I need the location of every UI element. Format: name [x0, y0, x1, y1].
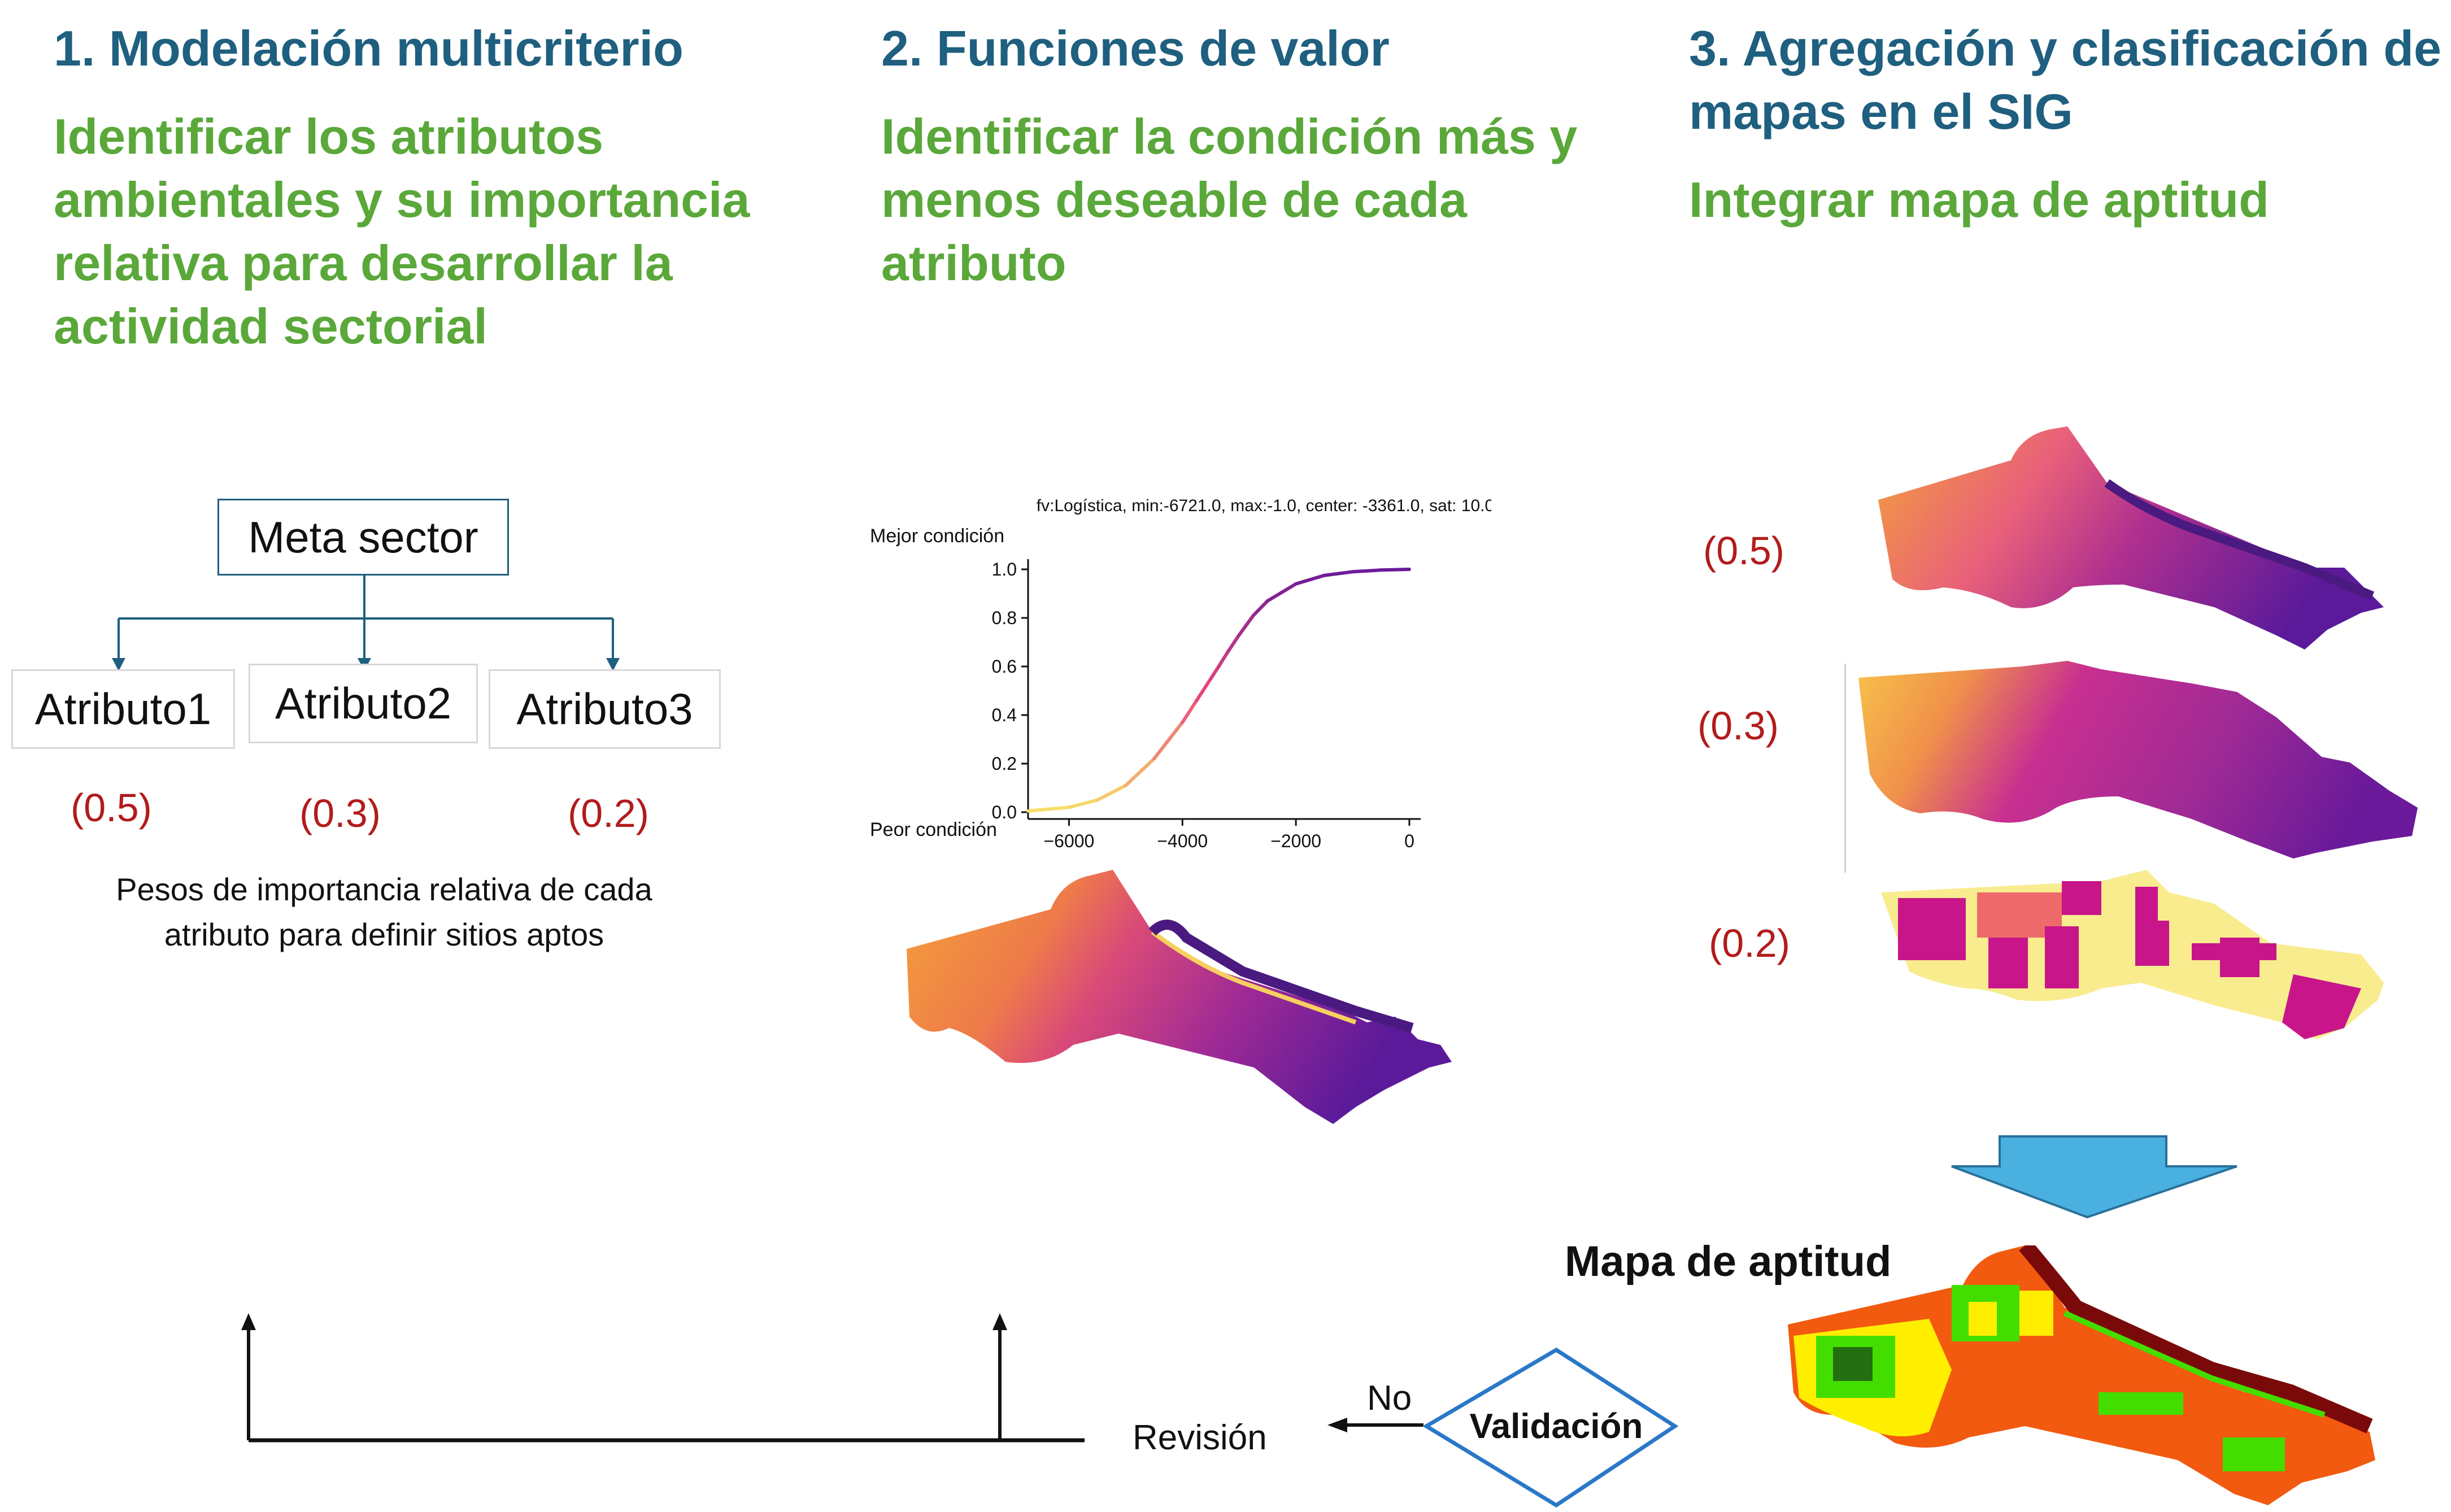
layer-2-weight: (0.3) — [1697, 704, 1779, 748]
meta-sector-box: Meta sector — [217, 499, 509, 576]
section2-subtitle: Identificar la condición más y menos des… — [881, 108, 1578, 291]
layer-3-weight: (0.2) — [1709, 921, 1790, 965]
y-tick-label: 0.6 — [992, 656, 1017, 677]
value-curve-segment — [1322, 570, 1355, 577]
y-tick-label: 0.0 — [992, 802, 1017, 822]
attribute-3-box: Atributo3 — [489, 669, 721, 749]
y-tick-label: 0.8 — [992, 608, 1017, 628]
value-curve-segment — [1237, 613, 1255, 637]
y-tick-label: 1.0 — [992, 559, 1017, 579]
value-curve-segment — [1351, 568, 1383, 574]
aggregation-arrow-icon — [1951, 1135, 2237, 1219]
layer-map-3 — [1881, 870, 2384, 1039]
layer-divider — [1844, 664, 1846, 873]
x-tick-label: −2000 — [1270, 831, 1321, 851]
section3-title: 3. Agregación y clasificación de mapas e… — [1689, 20, 2441, 140]
value-curve-segment — [1294, 573, 1326, 586]
layer-map-1 — [1878, 426, 2384, 650]
value-curve-segment — [1026, 805, 1071, 813]
x-tick-label: 0 — [1404, 831, 1414, 851]
attribute-2-box: Atributo2 — [249, 664, 478, 743]
value-curve-segment — [1265, 582, 1298, 603]
value-curve-segment — [1195, 677, 1213, 703]
value-curve-segment — [1095, 783, 1127, 802]
section2-title: 2. Funciones de valor — [881, 20, 1390, 76]
value-curve-segment — [1152, 720, 1185, 761]
value-map-attribute1 — [907, 870, 1452, 1124]
value-curve-segment — [1379, 568, 1411, 572]
no-label: No — [1367, 1379, 1412, 1418]
value-curve-segment — [1209, 665, 1221, 681]
feedback-loop — [241, 1313, 1679, 1508]
value-curve-segment — [1181, 699, 1199, 724]
attribute-1-box: Atributo1 — [11, 669, 235, 749]
layer-map-2 — [1858, 661, 2418, 859]
section3-subtitle: Integrar mapa de aptitud — [1689, 172, 2269, 228]
section1-title: 1. Modelación multicriterio — [54, 20, 684, 76]
y-tick-label: 0.4 — [992, 705, 1017, 725]
value-function-chart: fv:Logística, min:-6721.0, max:-1.0, cen… — [870, 496, 1491, 851]
y-label-best: Mejor condición — [870, 525, 1004, 547]
x-tick-label: −4000 — [1157, 831, 1208, 851]
revision-label: Revisión — [1133, 1418, 1267, 1457]
section1-subtitle: Identificar los atributos ambientales y … — [54, 108, 750, 354]
validation-label: Validación — [1469, 1407, 1643, 1446]
attribute-2-weight: (0.3) — [299, 791, 381, 835]
value-curve-segment — [1217, 650, 1230, 668]
attribute-1-weight: (0.5) — [71, 786, 152, 830]
x-tick-label: −6000 — [1043, 831, 1094, 851]
value-curve-segment — [1124, 757, 1156, 787]
y-label-worst: Peor condición — [870, 819, 997, 840]
result-map-label: Mapa de aptitud — [1565, 1238, 1892, 1286]
suitability-map — [1788, 1245, 2375, 1505]
value-curve-segment — [1067, 798, 1099, 809]
value-curve-segment — [1251, 599, 1269, 617]
y-tick-label: 0.2 — [992, 753, 1017, 774]
value-curve-segment — [1226, 633, 1241, 654]
chart-title: fv:Logística, min:-6721.0, max:-1.0, cen… — [1037, 496, 1491, 515]
weights-caption: Pesos de importancia relativa de cada at… — [116, 872, 652, 952]
layer-1-weight: (0.5) — [1703, 529, 1784, 573]
attribute-3-weight: (0.2) — [568, 791, 649, 835]
